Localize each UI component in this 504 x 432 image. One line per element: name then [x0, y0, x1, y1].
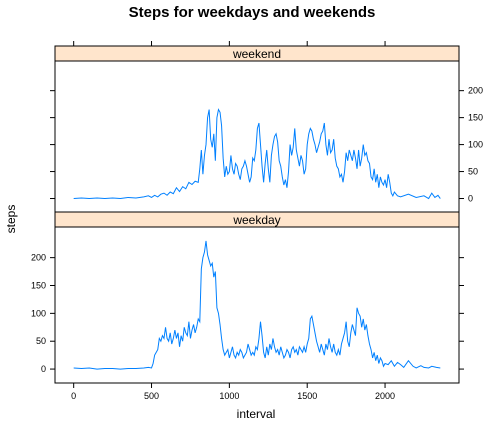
- x-tick-label: 1500: [297, 391, 317, 401]
- x-tick-label: 1000: [219, 391, 239, 401]
- panel-frame-weekday: [54, 226, 460, 384]
- x-tick-label: 500: [144, 391, 159, 401]
- series-line-weekday: [73, 240, 441, 370]
- y-tick-label: 200: [468, 86, 483, 96]
- y-tick-label: 100: [468, 140, 483, 150]
- y-axis-label: steps: [4, 205, 18, 234]
- strip-label-weekend: weekend: [232, 47, 281, 61]
- y-tick-label: 0: [468, 194, 473, 204]
- y-tick-label: 200: [31, 253, 46, 263]
- y-tick-label: 50: [468, 167, 478, 177]
- y-tick-label: 100: [31, 308, 46, 318]
- x-axis-label: interval: [237, 407, 276, 421]
- y-tick-label: 0: [41, 364, 46, 374]
- series-line-weekend: [73, 108, 441, 200]
- x-tick-label: 2000: [375, 391, 395, 401]
- x-tick-label: 0: [71, 391, 76, 401]
- y-tick-label: 150: [468, 113, 483, 123]
- y-tick-label: 50: [36, 336, 46, 346]
- strip-label-weekday: weekday: [232, 213, 280, 227]
- chart-title: Steps for weekdays and weekends: [129, 4, 376, 21]
- y-tick-label: 150: [31, 281, 46, 291]
